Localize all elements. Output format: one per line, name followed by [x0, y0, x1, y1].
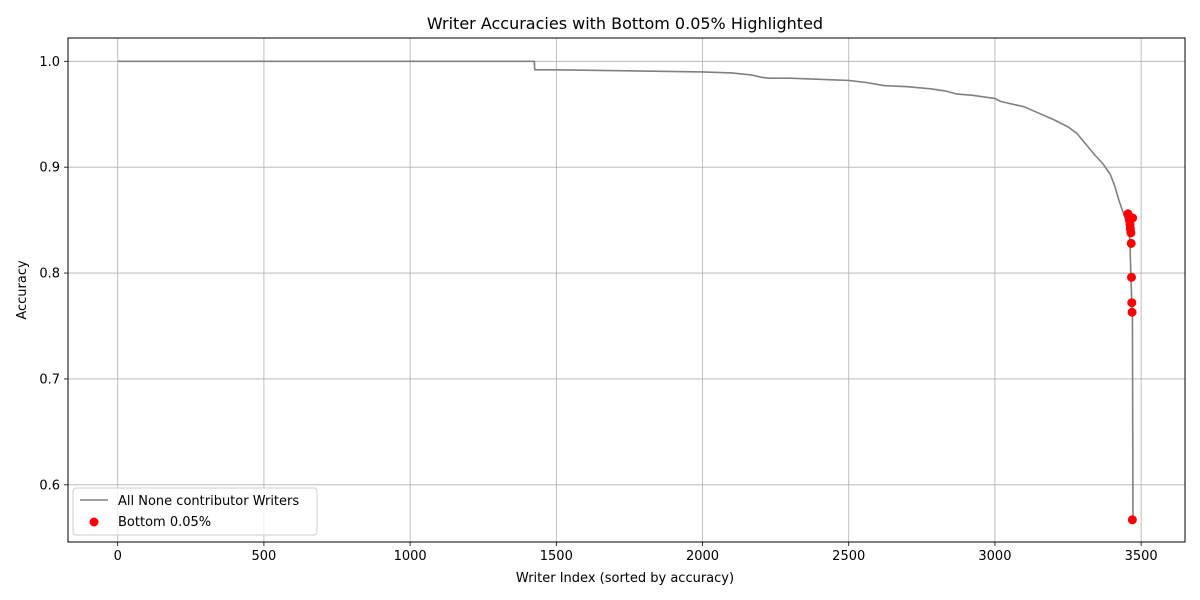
x-tick-label: 3500	[1125, 549, 1158, 564]
x-tick-label: 500	[251, 549, 276, 564]
bottom-point	[1126, 228, 1136, 238]
x-tick-label: 1000	[394, 549, 427, 564]
axes-frame	[67, 37, 1186, 543]
bottom-point	[1127, 515, 1137, 525]
bottom-point	[1127, 307, 1137, 317]
x-tick-label: 2000	[686, 549, 719, 564]
bottom-point	[1126, 272, 1136, 282]
legend-box	[72, 487, 318, 536]
legend-point-swatch	[89, 517, 99, 527]
x-axis-label: Writer Index (sorted by accuracy)	[516, 571, 734, 586]
bottom-point	[1126, 238, 1136, 248]
plot-content	[117, 60, 1138, 525]
grid	[68, 38, 1185, 542]
bottom-point	[1128, 213, 1138, 223]
x-tick-label: 1500	[540, 549, 573, 564]
legend-label-line: All None contributor Writers	[118, 494, 299, 509]
x-tick-label: 3000	[978, 549, 1011, 564]
chart-title: Writer Accuracies with Bottom 0.05% High…	[427, 14, 823, 33]
x-axis-ticks: 0 500 1000 1500 2000 2500 3000 3500	[114, 542, 1158, 564]
x-tick-label: 0	[114, 549, 122, 564]
y-axis-ticks: 0.6 0.7 0.8 0.9 1.0	[39, 55, 68, 493]
y-tick-label: 0.7	[39, 372, 60, 387]
y-tick-label: 0.9	[39, 161, 60, 176]
y-tick-label: 1.0	[39, 55, 60, 70]
bottom-point	[1127, 298, 1137, 308]
legend: All None contributor Writers Bottom 0.05…	[72, 487, 318, 536]
x-tick-label: 2500	[832, 549, 865, 564]
y-tick-label: 0.8	[39, 267, 60, 282]
y-tick-label: 0.6	[39, 478, 60, 493]
legend-label-points: Bottom 0.05%	[118, 515, 211, 530]
y-axis-label: Accuracy	[15, 260, 30, 320]
